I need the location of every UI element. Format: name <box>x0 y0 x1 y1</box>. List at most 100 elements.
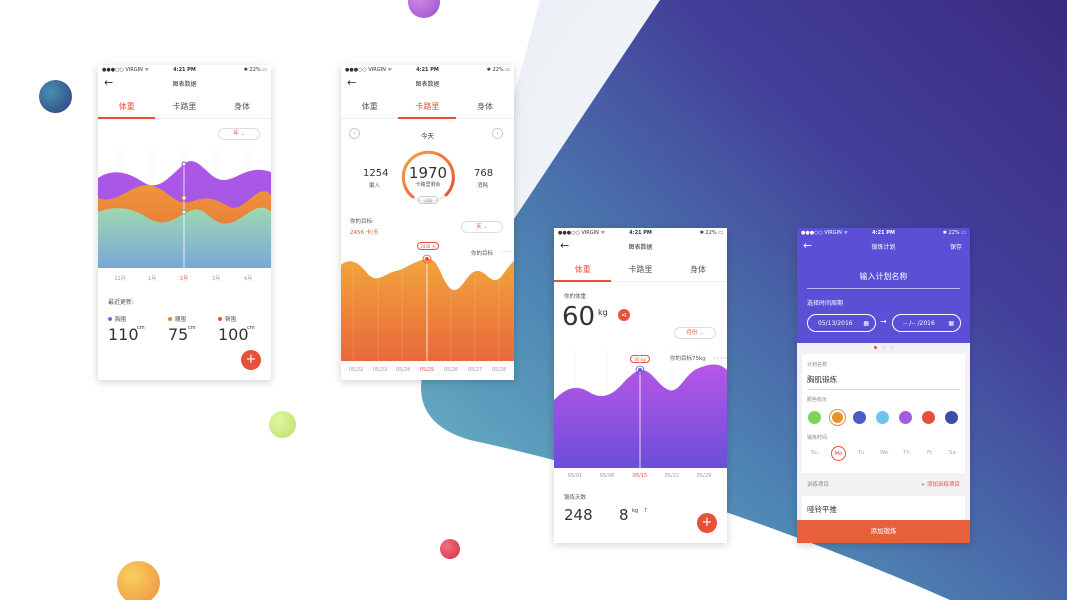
stat-unit: cm <box>137 325 145 331</box>
decor-bubble <box>269 411 296 438</box>
items-label: 训练项目 <box>807 482 830 488</box>
weekday-friday[interactable]: Fr <box>927 450 933 456</box>
color-picker <box>807 409 962 425</box>
plan-card: 计划名称 胸肌锻炼 颜色标示 锻炼时间 Su Mo Tu We Th Fr Sa <box>802 354 965 473</box>
training-item-name: 哑铃平推 <box>807 505 837 514</box>
color-swatch[interactable] <box>922 411 935 424</box>
carrier-text: ●●●○○ VIRGIN ᯤ <box>102 67 150 73</box>
weekday-saturday[interactable]: Sa <box>949 450 956 456</box>
tab-body[interactable]: 身体 <box>477 102 493 111</box>
period-label: 选择时间周期 <box>807 300 844 307</box>
add-training-button[interactable]: 添加锻炼 <box>797 520 970 543</box>
period-select[interactable]: 月份 ⌄ <box>674 327 716 339</box>
screen-weight-month: ●●●○○ VIRGIN ᯤ 4:21 PM ✱ 22% ▭ ← 图表数据 体重… <box>554 228 727 543</box>
weekday-monday-selected[interactable]: Mo <box>831 446 846 461</box>
tab-body[interactable]: 身体 <box>690 265 706 274</box>
color-swatch[interactable] <box>808 411 821 424</box>
plan-name-input[interactable]: 输入计划名称 <box>807 271 960 289</box>
x-tick-label: 05/27 <box>467 367 483 373</box>
chart-point-halo <box>635 365 645 375</box>
x-tick-label: 05/22 <box>348 367 364 373</box>
back-arrow-icon[interactable]: ← <box>803 239 813 252</box>
page-title: 图表数据 <box>172 81 197 88</box>
calories-area <box>341 258 514 361</box>
nav-bar: ← 锻炼计划 保存 <box>797 238 970 258</box>
stat-label: 胸围 <box>115 317 127 323</box>
weekday-wednesday[interactable]: We <box>880 450 889 456</box>
chart-point[interactable] <box>181 195 187 201</box>
chart-point[interactable] <box>181 161 187 167</box>
time-text: 4:21 PM <box>416 67 439 73</box>
end-date-field[interactable]: -- /-- /2016 ▦ <box>892 314 961 332</box>
chevron-down-icon: ⌄ <box>699 330 704 336</box>
remaining-value: 1970 <box>408 164 448 182</box>
chart-grid <box>352 251 500 361</box>
back-arrow-icon[interactable]: ← <box>347 76 357 89</box>
weekday-sunday[interactable]: Su <box>811 450 818 456</box>
goal-line-label: 你的目标 <box>471 251 494 257</box>
save-button[interactable]: 保存 <box>949 244 962 251</box>
weight-label: 你的体重 <box>564 294 587 300</box>
page-indicator <box>871 346 897 350</box>
tab-bar: 体重 卡路里 身体 <box>554 260 727 282</box>
weekday-thursday[interactable]: Th <box>903 450 910 456</box>
calendar-icon: ▦ <box>863 320 869 327</box>
goal-label: 你的目标: <box>350 219 374 225</box>
x-tick-label: 4月 <box>243 276 253 282</box>
next-day-icon[interactable]: › <box>492 128 503 139</box>
x-tick-label: 05/01 <box>567 473 583 479</box>
color-swatch-selected[interactable] <box>830 410 845 425</box>
add-button[interactable]: + <box>241 350 261 370</box>
end-date-value: -- /-- /2016 <box>903 320 935 327</box>
period-select[interactable]: 年 ⌄ <box>218 128 260 140</box>
page-title: 锻炼计划 <box>871 244 896 251</box>
nav-bar: ← 图表数据 <box>341 75 514 95</box>
stat-value: 100 <box>218 325 249 344</box>
x-tick-label: 2月 <box>179 276 189 282</box>
back-arrow-icon[interactable]: ← <box>104 76 114 89</box>
color-swatch[interactable] <box>876 411 889 424</box>
stat-value: 75 <box>168 325 189 344</box>
share-icon[interactable]: ⋖ <box>618 309 630 321</box>
decor-bubble <box>408 0 440 18</box>
tab-weight[interactable]: 体重 <box>118 102 135 111</box>
arrow-up-icon: ↑ <box>643 507 649 514</box>
x-tick-label: 05/15 <box>632 473 648 479</box>
prev-day-icon[interactable]: ‹ <box>349 128 360 139</box>
tab-calories[interactable]: 卡路里 <box>628 265 653 274</box>
tab-calories[interactable]: 卡路里 <box>415 102 440 111</box>
chart-point[interactable] <box>638 368 642 372</box>
tab-weight[interactable]: 体重 <box>361 102 378 111</box>
tab-weight[interactable]: 体重 <box>574 265 591 274</box>
back-arrow-icon[interactable]: ← <box>560 239 570 252</box>
weekday-tuesday[interactable]: Tu <box>858 450 865 456</box>
plan-header <box>797 228 970 343</box>
color-swatch[interactable] <box>853 411 866 424</box>
start-date-field[interactable]: 05/13/2016 ▦ <box>807 314 876 332</box>
period-select[interactable]: 天 ⌄ <box>461 221 503 233</box>
x-tick-label: 05/25 <box>419 367 435 373</box>
stat-label: 腰围 <box>175 317 187 323</box>
stat-unit: cm <box>188 325 196 331</box>
battery-text: ✱ 22% ▭ <box>942 230 966 236</box>
add-item-button[interactable]: + 添加训练项目 <box>920 482 960 488</box>
plan-name-value[interactable]: 胸肌锻炼 <box>807 374 960 390</box>
detail-button[interactable]: 详情 <box>418 196 438 204</box>
chart-point[interactable] <box>181 209 187 215</box>
nav-bar: ← 图表数据 <box>554 238 727 258</box>
add-button[interactable]: + <box>697 513 717 533</box>
status-bar: ●●●○○ VIRGIN ᯤ 4:21 PM ✱ 22% ▭ <box>797 228 970 238</box>
tab-body[interactable]: 身体 <box>234 102 250 111</box>
goal-value: 2456 卡/天 <box>350 230 379 236</box>
stat-value: 110 <box>108 325 139 344</box>
training-item-row[interactable]: 哑铃平推 <box>802 496 965 520</box>
page-title: 图表数据 <box>415 81 440 88</box>
color-swatch[interactable] <box>899 411 912 424</box>
x-tick-label: 05/24 <box>395 367 411 373</box>
color-swatch[interactable] <box>945 411 958 424</box>
training-days-value: 248 <box>564 506 593 524</box>
tab-calories[interactable]: 卡路里 <box>172 102 197 111</box>
chart-point[interactable] <box>425 257 429 261</box>
weekday-picker: Su Mo Tu We Th Fr Sa <box>807 446 962 462</box>
stat-unit: cm <box>247 325 255 331</box>
